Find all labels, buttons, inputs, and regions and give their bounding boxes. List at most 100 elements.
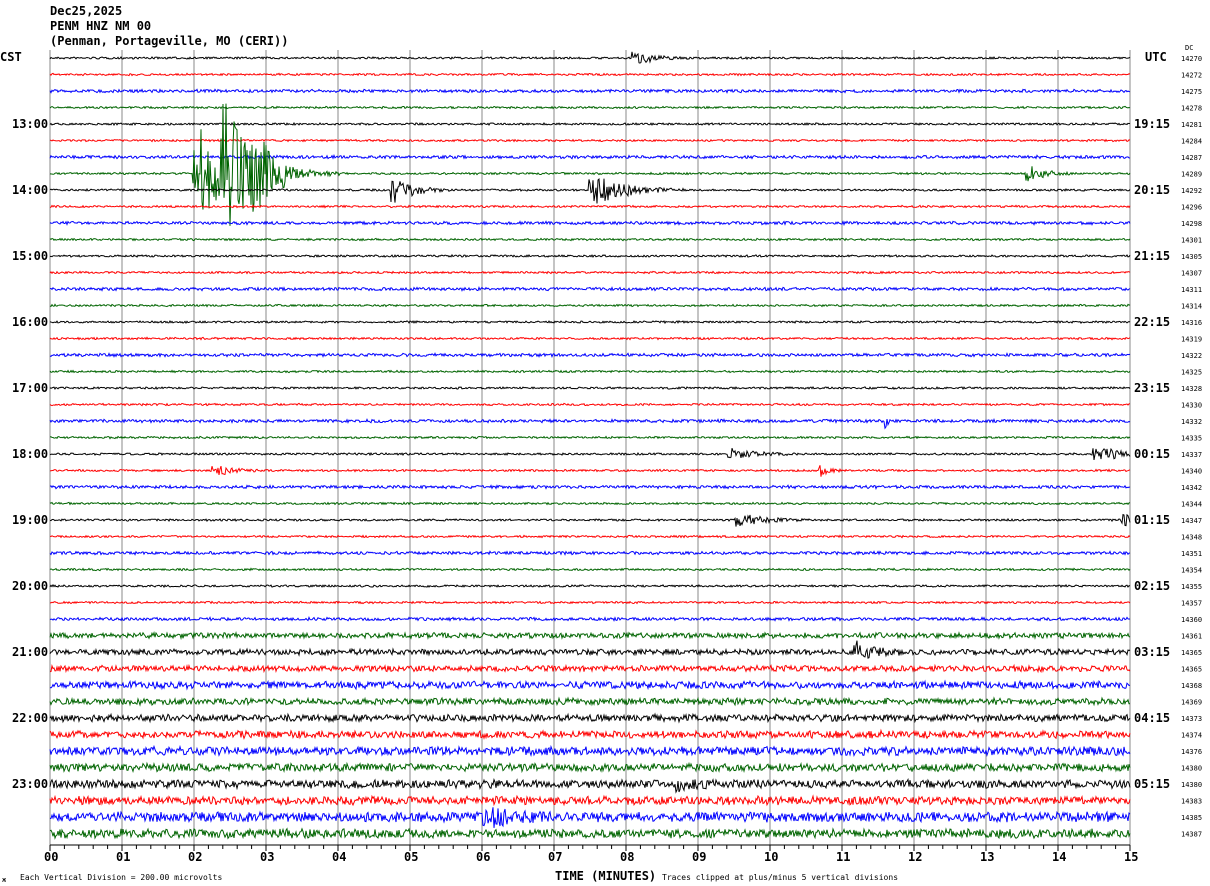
trace-row-19 — [49, 369, 1131, 374]
x-tick-label: 11 — [836, 850, 850, 864]
x-tick-label: 02 — [188, 850, 202, 864]
trace-row-12 — [49, 253, 1131, 259]
x-tick-label: 12 — [908, 850, 922, 864]
dc-value: 14325 — [1181, 369, 1202, 377]
trace-row-5 — [49, 138, 1131, 143]
scale-note: Each Vertical Division = 200.00 microvol… — [20, 873, 222, 882]
dc-value: 14340 — [1181, 468, 1202, 476]
dc-value: 14347 — [1181, 517, 1202, 525]
dc-value: 14301 — [1181, 237, 1202, 245]
trace-row-37 — [49, 663, 1131, 674]
dc-value: 14374 — [1181, 732, 1202, 740]
left-hour-label: 18:00 — [12, 447, 48, 461]
right-hour-label: 22:15 — [1134, 315, 1170, 329]
trace-row-1 — [49, 72, 1131, 77]
trace-row-32 — [49, 583, 1131, 589]
dc-value: 14360 — [1181, 616, 1202, 624]
trace-row-15 — [49, 303, 1131, 308]
dc-value: 14311 — [1181, 286, 1202, 294]
trace-row-4 — [49, 121, 1131, 127]
right-hour-label: 00:15 — [1134, 447, 1170, 461]
dc-value: 14278 — [1181, 105, 1202, 113]
right-hour-label: 02:15 — [1134, 579, 1170, 593]
dc-value: 14270 — [1181, 55, 1202, 63]
trace-row-30 — [49, 550, 1131, 556]
x-tick-label: 04 — [332, 850, 346, 864]
trace-row-28 — [49, 513, 1131, 527]
traces — [49, 51, 1131, 840]
dc-value: 14322 — [1181, 352, 1202, 360]
trace-row-22 — [49, 418, 1131, 430]
dc-value: 14373 — [1181, 715, 1202, 723]
trace-row-33 — [49, 600, 1131, 605]
trace-row-41 — [49, 728, 1131, 740]
dc-value: 14355 — [1181, 583, 1202, 591]
right-hour-label: 21:15 — [1134, 249, 1170, 263]
right-hour-label: 19:15 — [1134, 117, 1170, 131]
dc-value: 14305 — [1181, 253, 1202, 261]
right-hour-label: 03:15 — [1134, 645, 1170, 659]
dc-value: 14281 — [1181, 121, 1202, 129]
trace-row-0 — [49, 51, 1131, 64]
trace-row-3 — [49, 105, 1131, 110]
location-label: (Penman, Portageville, MO (CERI)) — [50, 34, 289, 48]
right-timezone: UTC — [1145, 50, 1167, 64]
dc-value: 14342 — [1181, 484, 1202, 492]
dc-value: 14365 — [1181, 649, 1202, 657]
trace-row-44 — [49, 778, 1131, 794]
dc-value: 14292 — [1181, 187, 1202, 195]
trace-row-29 — [49, 534, 1131, 539]
dc-value: 14316 — [1181, 319, 1202, 327]
dc-value: 14335 — [1181, 435, 1202, 443]
x-tick-label: 07 — [548, 850, 562, 864]
trace-row-10 — [49, 220, 1131, 227]
dc-value: 14272 — [1181, 72, 1202, 80]
trace-row-13 — [49, 270, 1131, 275]
dc-value: 14287 — [1181, 154, 1202, 162]
dc-value: 14368 — [1181, 682, 1202, 690]
x-tick-label: 00 — [44, 850, 58, 864]
trace-row-25 — [49, 465, 1131, 477]
left-hour-label: 13:00 — [12, 117, 48, 131]
trace-row-20 — [49, 386, 1131, 391]
trace-row-6 — [49, 153, 1131, 160]
dc-value: 14354 — [1181, 567, 1202, 575]
trace-row-27 — [49, 501, 1131, 506]
dc-value: 14357 — [1181, 600, 1202, 608]
grid — [49, 50, 1131, 851]
left-hour-label: 23:00 — [12, 777, 48, 791]
trace-row-47 — [49, 827, 1131, 840]
right-hour-label: 01:15 — [1134, 513, 1170, 527]
date-label: Dec25,2025 — [50, 4, 123, 18]
x-tick-label: 06 — [476, 850, 490, 864]
x-tick-label: 15 — [1124, 850, 1138, 864]
dc-value: 14387 — [1181, 831, 1202, 839]
dc-value: 14307 — [1181, 270, 1202, 278]
dc-value: 14380 — [1181, 765, 1202, 773]
left-hour-label: 20:00 — [12, 579, 48, 593]
trace-row-14 — [49, 286, 1131, 292]
trace-row-35 — [49, 630, 1131, 641]
dc-value: 14319 — [1181, 336, 1202, 344]
trace-row-17 — [49, 336, 1131, 341]
x-axis-label: TIME (MINUTES) — [555, 869, 656, 883]
trace-row-16 — [49, 320, 1131, 325]
left-hour-label: 14:00 — [12, 183, 48, 197]
trace-row-39 — [49, 696, 1130, 707]
x-tick-label: 10 — [764, 850, 778, 864]
trace-row-45 — [49, 794, 1131, 807]
dc-value: 14361 — [1181, 633, 1202, 641]
dc-value: 14351 — [1181, 550, 1202, 558]
dc-value: 14348 — [1181, 534, 1202, 542]
trace-row-36 — [49, 640, 1131, 659]
trace-row-43 — [49, 761, 1131, 774]
trace-row-18 — [49, 352, 1131, 358]
trace-row-9 — [49, 204, 1131, 209]
trace-row-21 — [49, 402, 1131, 407]
dc-value: 14289 — [1181, 171, 1202, 179]
dc-value: 14275 — [1181, 88, 1202, 96]
trace-row-7 — [49, 103, 1131, 226]
dc-value: 14344 — [1181, 501, 1202, 509]
trace-row-26 — [49, 483, 1131, 490]
x-tick-label: 03 — [260, 850, 274, 864]
